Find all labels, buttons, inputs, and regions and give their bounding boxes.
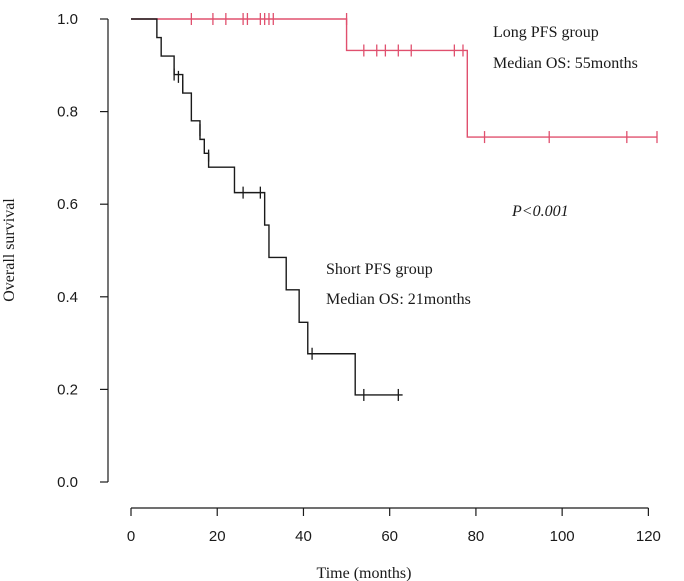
y-tick-label: 0.4	[57, 289, 78, 306]
long-group-median: Median OS: 55months	[493, 55, 638, 72]
y-tick-label: 0.6	[57, 196, 78, 213]
x-tick-label: 0	[127, 528, 135, 545]
y-tick-label: 1.0	[57, 11, 78, 28]
short-group-median: Median OS: 21months	[326, 291, 471, 308]
x-axis: 0 20 40 60 80 100 120	[127, 507, 661, 545]
long-pfs-group-curve	[131, 18, 657, 138]
x-tick-label: 120	[636, 528, 661, 545]
x-axis-title: Time (months)	[317, 565, 412, 581]
x-tick-label: 20	[209, 528, 226, 545]
p-value-label: P<0.001	[511, 203, 569, 220]
short-group-label: Short PFS group	[326, 261, 433, 278]
x-tick-label: 100	[550, 528, 575, 545]
x-tick-label: 40	[295, 528, 312, 545]
series-layer	[131, 13, 658, 401]
short-pfs-group-curve	[131, 18, 403, 396]
y-axis: 0.0 0.2 0.4 0.6 0.8 1.0	[57, 11, 109, 491]
y-tick-label: 0.0	[57, 474, 78, 491]
y-axis-title: Overall survival	[1, 198, 18, 302]
long-pfs-group-series	[131, 13, 658, 144]
short-pfs-group-series	[131, 18, 403, 401]
x-tick-label: 60	[381, 528, 398, 545]
long-group-label: Long PFS group	[493, 24, 599, 41]
y-tick-label: 0.2	[57, 381, 78, 398]
x-tick-label: 80	[468, 528, 485, 545]
y-tick-label: 0.8	[57, 104, 78, 121]
